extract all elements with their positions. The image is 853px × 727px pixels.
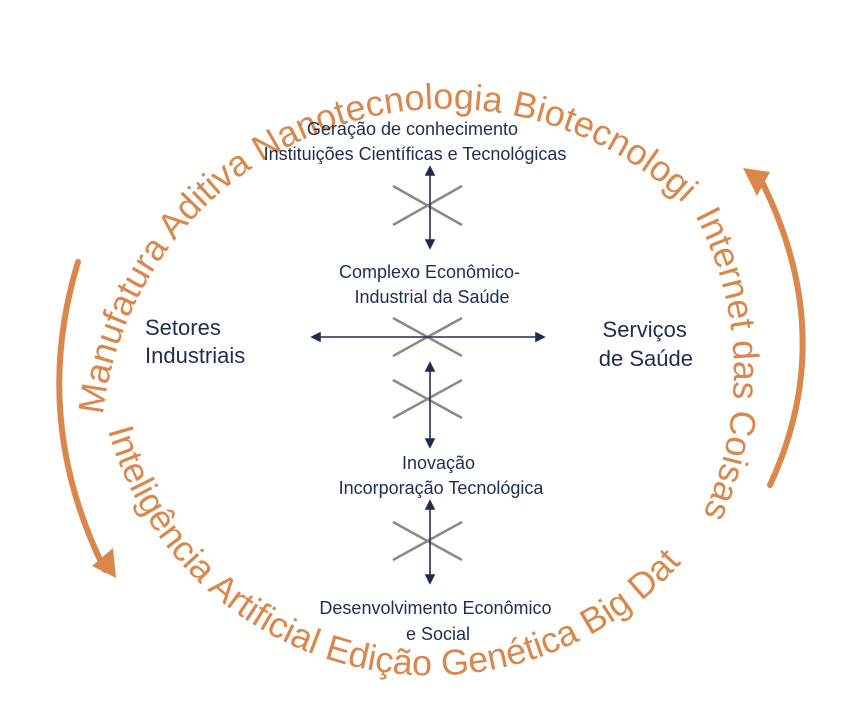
cross-1 [392,184,463,227]
double-arrow-2 [424,361,436,449]
orbit-arrow-left [56,259,116,578]
node-innovation: Inovação Incorporação Tecnológica [339,453,545,498]
double-arrow-horizontal [310,331,546,343]
node-health-services: Serviços de Saúde [599,317,693,371]
node-industrial-sectors: Setores Industriais [145,315,245,368]
cross-3 [392,378,463,420]
node-complex: Complexo Econômico- Industrial da Saúde [339,262,525,307]
cross-4 [392,520,463,562]
ring-text-right: Internet das Coisas [688,200,767,528]
double-arrow-1 [424,165,436,250]
orbit-arrow-right [743,168,806,488]
node-development: Desenvolvimento Econômico e Social [319,598,556,644]
double-arrow-3 [424,499,436,585]
node-knowledge: Geração de conhecimento Instituições Cie… [264,119,567,164]
